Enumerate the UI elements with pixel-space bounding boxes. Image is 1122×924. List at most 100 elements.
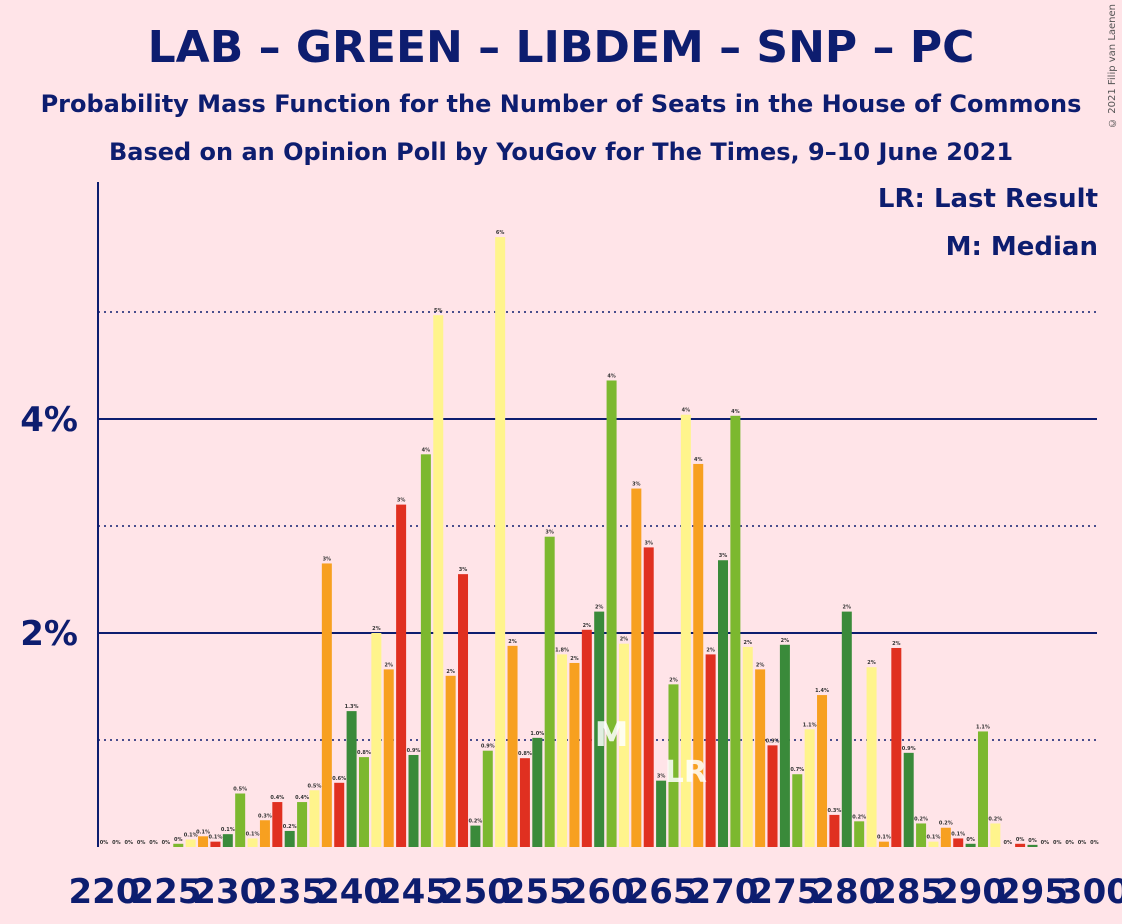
bar-data-label: 3% — [632, 482, 641, 488]
bar-data-label: 0.1% — [927, 835, 941, 841]
bar-data-label: 0% — [1041, 840, 1050, 846]
bar — [606, 380, 617, 847]
bar-data-label: 2% — [706, 647, 715, 653]
bar-data-label: 0.2% — [468, 819, 482, 825]
bar-data-label: 1.0% — [530, 731, 544, 737]
bar — [470, 825, 481, 847]
bar — [173, 843, 184, 847]
bar — [198, 836, 209, 847]
bar-data-label: 4% — [682, 408, 691, 414]
bar-data-label: 4% — [694, 457, 703, 463]
bar — [792, 774, 803, 847]
bar-data-label: 3% — [657, 774, 666, 780]
legend-last-result: LR: Last Result — [877, 184, 1098, 214]
legend-median: M: Median — [945, 232, 1098, 262]
bar — [420, 454, 431, 847]
bar — [557, 654, 568, 847]
bar-data-label: 6% — [496, 230, 505, 236]
bar — [532, 737, 543, 847]
bar-data-label: 0% — [125, 840, 134, 846]
bar — [544, 536, 555, 847]
bar — [990, 823, 1001, 847]
bar-data-label: 0.1% — [877, 835, 891, 841]
bar-data-label: 3% — [397, 498, 406, 504]
bar — [507, 645, 518, 847]
bar-data-label: 2% — [867, 660, 876, 666]
bar — [680, 414, 691, 847]
bar — [569, 662, 580, 847]
bar-data-label: 0% — [100, 840, 109, 846]
bar-data-label: 0.6% — [332, 776, 346, 782]
bar-data-label: 2% — [372, 626, 381, 632]
bar — [519, 758, 530, 847]
bar-data-label: 2% — [508, 639, 517, 645]
bar — [1015, 843, 1026, 847]
bar — [916, 823, 927, 847]
bar — [408, 754, 419, 847]
bar — [185, 839, 196, 847]
bar — [495, 237, 506, 848]
bar-data-label: 0.5% — [233, 787, 247, 793]
bar-data-label: 0.4% — [270, 795, 284, 801]
bar — [953, 838, 964, 847]
bar — [222, 834, 233, 847]
bar-data-label: 1.4% — [815, 688, 829, 694]
x-tick-label: 255 — [502, 872, 573, 912]
chart-subtitle-1: Probability Mass Function for the Number… — [40, 90, 1082, 118]
bar — [767, 745, 778, 847]
chart-title: LAB – GREEN – LIBDEM – SNP – PC — [147, 22, 975, 73]
bar — [259, 820, 270, 847]
x-tick-label: 295 — [997, 872, 1068, 912]
bar — [693, 463, 704, 847]
bar — [841, 611, 852, 847]
bar-data-label: 2% — [843, 605, 852, 611]
bar — [643, 547, 654, 847]
bar-data-label: 0.2% — [283, 824, 297, 830]
bar-data-label: 2% — [583, 623, 592, 629]
bar-data-label: 0% — [1053, 840, 1062, 846]
bar-data-label: 0.1% — [221, 827, 235, 833]
bar-data-label: 0.1% — [208, 835, 222, 841]
bar-data-label: 4% — [422, 447, 431, 453]
bar-data-label: 0% — [1078, 840, 1087, 846]
bar-data-label: 4% — [607, 373, 616, 379]
bar-data-label: 2% — [756, 662, 765, 668]
bar-data-label: 0.1% — [184, 833, 198, 839]
bar — [346, 711, 357, 847]
bar — [396, 504, 407, 847]
x-tick-label: 250 — [440, 872, 511, 912]
bar-data-label: 0.9% — [766, 738, 780, 744]
bar — [297, 802, 308, 847]
bar-data-label: 2% — [384, 662, 393, 668]
bar-data-label: 5% — [434, 308, 443, 314]
bar — [272, 802, 283, 847]
bar-data-label: 0.8% — [518, 751, 532, 757]
bar — [705, 654, 716, 847]
bar-data-label: 2% — [892, 641, 901, 647]
bar-data-label: 0.2% — [914, 816, 928, 822]
bar — [358, 757, 369, 847]
bar-data-label: 1.1% — [976, 724, 990, 730]
bar-data-label: 0.3% — [258, 813, 272, 819]
x-tick-label: 235 — [254, 872, 325, 912]
bar-data-label: 0% — [1065, 840, 1074, 846]
bar — [804, 729, 815, 847]
bar — [383, 669, 394, 847]
bar — [718, 560, 728, 847]
bar — [210, 841, 221, 847]
bar-data-label: 0% — [149, 840, 158, 846]
bar-data-label: 1.1% — [803, 722, 817, 728]
bar-data-label: 1.3% — [345, 704, 359, 710]
bar — [371, 633, 382, 847]
bar-data-label: 0.4% — [295, 795, 309, 801]
bar — [755, 669, 766, 847]
bar — [742, 646, 753, 847]
x-tick-label: 230 — [192, 872, 263, 912]
bar-data-label: 2% — [620, 637, 629, 643]
bar-data-label: 0.8% — [357, 750, 371, 756]
bar — [618, 643, 629, 847]
bar — [891, 647, 902, 847]
bar — [854, 821, 865, 847]
median-marker: M — [595, 715, 629, 755]
bar-data-label: 0% — [112, 840, 121, 846]
